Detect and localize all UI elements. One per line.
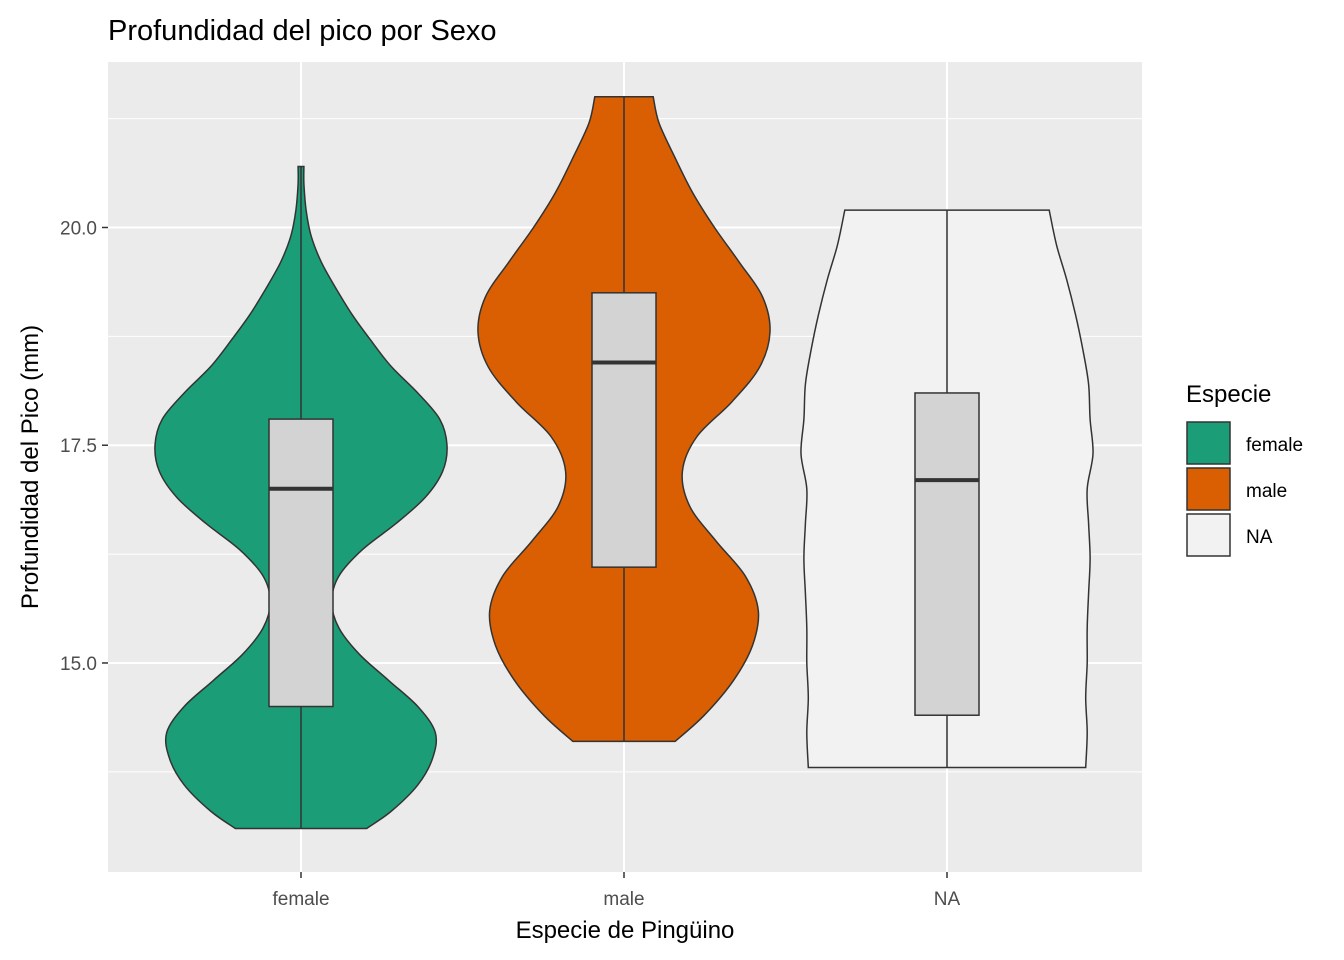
legend-title: Especie — [1186, 381, 1271, 408]
legend-key-male — [1186, 467, 1231, 511]
x-axis-title: Especie de Pingüino — [516, 917, 735, 944]
legend: Especie female male NA — [1186, 381, 1303, 557]
y-tick-label: 17.5 — [60, 436, 97, 457]
chart-title: Profundidad del pico por Sexo — [108, 15, 497, 47]
legend-key-female — [1186, 421, 1231, 465]
boxplots — [268, 96, 980, 829]
box-male — [591, 292, 657, 568]
box-female — [268, 418, 334, 708]
legend-label-female: female — [1246, 435, 1303, 456]
legend-label-NA: NA — [1246, 527, 1273, 548]
legend-key-NA — [1186, 513, 1231, 557]
y-axis-title: Profundidad del Pico (mm) — [17, 325, 44, 609]
x-tick-label: female — [272, 889, 329, 910]
x-tick-label: NA — [934, 889, 961, 910]
y-tick-label: 15.0 — [60, 654, 97, 675]
legend-label-male: male — [1246, 481, 1287, 502]
x-tick-label: male — [603, 889, 644, 910]
box-NA — [914, 392, 980, 716]
axis-ticks: 15.0 17.5 20.0 female male NA — [60, 218, 961, 910]
y-tick-label: 20.0 — [60, 218, 97, 239]
